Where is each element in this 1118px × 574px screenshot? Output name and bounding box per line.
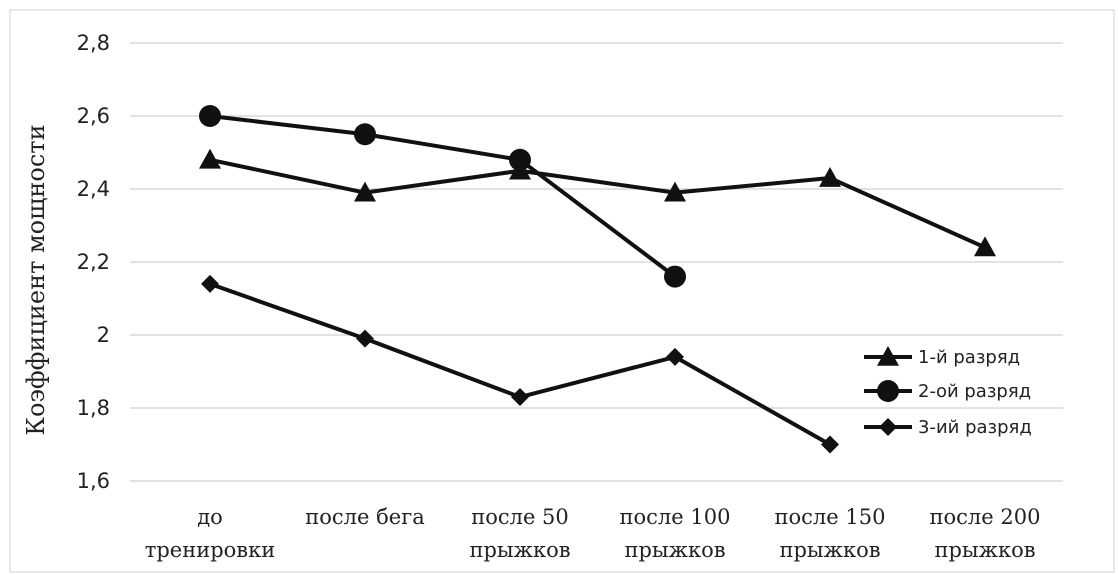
data-point-diamond	[666, 347, 684, 366]
y-tick-label: 2	[97, 323, 110, 347]
x-tick-label: тренировки	[145, 538, 276, 562]
data-point-triangle	[199, 148, 221, 169]
y-tick-label: 2,8	[77, 31, 110, 55]
data-point-diamond	[821, 435, 839, 454]
gridlines	[130, 42, 1063, 482]
legend-label: 3-ий разряд	[918, 417, 1032, 438]
x-axis-ticks: до тренировки после бега после 50 прыжков пос…	[145, 505, 1041, 562]
legend-marker-circle	[877, 380, 899, 402]
x-tick-label: до	[197, 505, 223, 529]
legend-marker-triangle	[877, 346, 899, 366]
x-tick-label: после 50	[471, 505, 569, 529]
legend-label: 2-ой разряд	[918, 381, 1031, 402]
data-point-diamond	[356, 329, 374, 348]
legend-label: 1-й разряд	[918, 347, 1020, 368]
data-point-triangle	[974, 236, 996, 257]
data-point-diamond	[511, 388, 529, 407]
series-line	[209, 157, 986, 250]
y-tick-label: 2,2	[77, 250, 110, 274]
y-tick-label: 1,8	[77, 396, 110, 420]
x-tick-label: после 100	[620, 505, 731, 529]
series-triangle	[199, 148, 996, 257]
y-tick-label: 1,6	[77, 469, 110, 493]
data-point-triangle	[354, 181, 376, 202]
data-point-triangle	[819, 167, 841, 187]
x-tick-label: после 150	[775, 505, 886, 529]
y-tick-label: 2,4	[77, 177, 110, 201]
x-tick-label: прыжков	[779, 538, 880, 562]
x-tick-label: прыжков	[624, 538, 725, 562]
data-point-triangle	[664, 181, 686, 202]
x-tick-label: прыжков	[469, 538, 570, 562]
legend-marker-diamond	[879, 418, 897, 436]
x-tick-label: после бега	[305, 505, 424, 529]
legend: 1-й разряд 2-ой разряд 3-ий разряд	[864, 346, 1032, 438]
y-axis-title: Коэффициент мощности	[22, 124, 50, 435]
x-tick-label: после 200	[930, 505, 1041, 529]
series-layer	[199, 105, 996, 454]
series-circle	[199, 105, 686, 288]
y-tick-label: 2,6	[77, 104, 110, 128]
series-diamond	[201, 274, 839, 454]
data-point-circle	[199, 105, 221, 127]
legend-item: 3-ий разряд	[864, 417, 1032, 438]
data-point-diamond	[201, 274, 219, 293]
data-point-circle	[354, 123, 376, 146]
data-point-circle	[509, 148, 531, 171]
series-line	[209, 114, 677, 279]
chart-frame	[9, 9, 1115, 573]
legend-item: 2-ой разряд	[864, 380, 1031, 402]
y-axis-ticks: 1,6 1,8 2 2,2 2,4 2,6 2,8	[77, 31, 110, 493]
data-point-circle	[664, 265, 686, 288]
x-tick-label: прыжков	[934, 538, 1035, 562]
legend-item: 1-й разряд	[864, 346, 1020, 368]
